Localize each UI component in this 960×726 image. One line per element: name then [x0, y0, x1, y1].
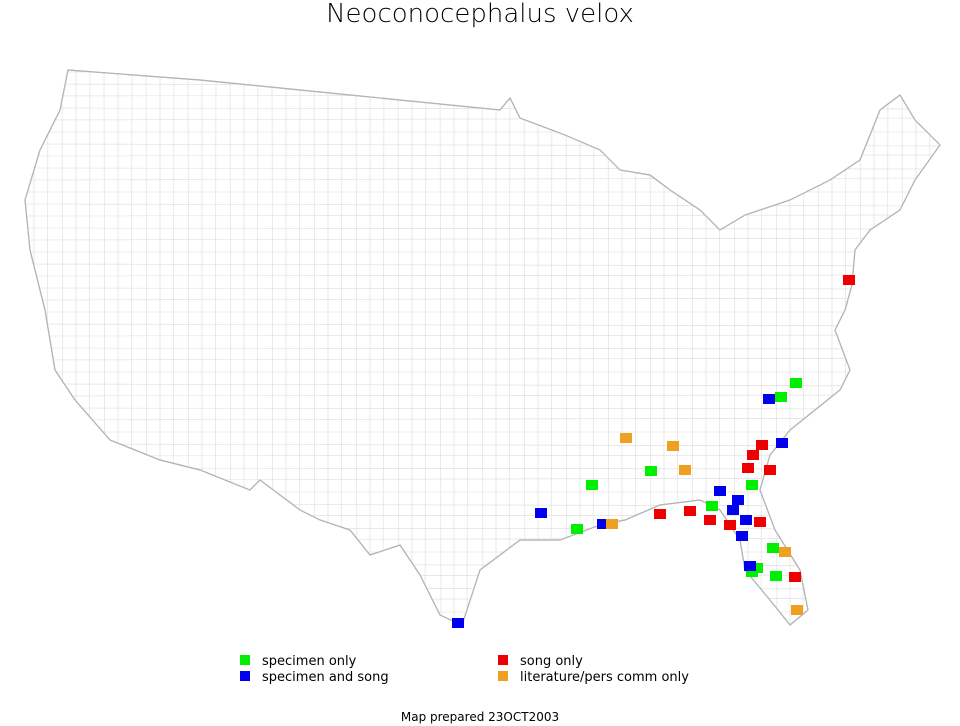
county-record	[597, 519, 609, 529]
map-title: Neoconocephalus velox	[326, 0, 634, 29]
legend-swatch	[240, 655, 250, 665]
county-record	[763, 394, 775, 404]
county-record	[789, 572, 801, 582]
county-record	[770, 571, 782, 581]
county-record	[767, 543, 779, 553]
legend-swatch	[498, 655, 508, 665]
occurrences	[452, 275, 855, 628]
legend-label: specimen only	[262, 654, 357, 669]
footer: Map prepared 23OCT2003	[401, 710, 559, 724]
county-record	[754, 517, 766, 527]
legend-swatch	[498, 671, 508, 681]
county-record	[732, 495, 744, 505]
county-record	[727, 505, 739, 515]
county-record	[756, 440, 768, 450]
county-record	[791, 605, 803, 615]
county-record	[736, 531, 748, 541]
county-record	[779, 547, 791, 557]
county-record	[706, 501, 718, 511]
county-record	[535, 508, 547, 518]
county-record	[645, 466, 657, 476]
county-record	[775, 392, 787, 402]
county-record	[667, 441, 679, 451]
legend-label: literature/pers comm only	[520, 670, 689, 685]
county-record	[764, 465, 776, 475]
county-record	[843, 275, 855, 285]
legend-swatch	[240, 671, 250, 681]
county-record	[790, 378, 802, 388]
county-record	[776, 438, 788, 448]
county-record	[452, 618, 464, 628]
county-record	[704, 515, 716, 525]
county-record	[586, 480, 598, 490]
county-record	[606, 519, 618, 529]
county-record	[571, 524, 583, 534]
county-record	[620, 433, 632, 443]
county-record	[742, 463, 754, 473]
county-record	[740, 515, 752, 525]
county-record	[654, 509, 666, 519]
county-record	[679, 465, 691, 475]
legend-label: song only	[520, 654, 583, 669]
county-record	[684, 506, 696, 516]
county-record	[746, 567, 758, 577]
county-record	[714, 486, 726, 496]
county-record	[724, 520, 736, 530]
county-record	[747, 450, 759, 460]
legend-label: specimen and song	[262, 670, 389, 685]
county-record	[746, 480, 758, 490]
county-record	[744, 561, 756, 571]
